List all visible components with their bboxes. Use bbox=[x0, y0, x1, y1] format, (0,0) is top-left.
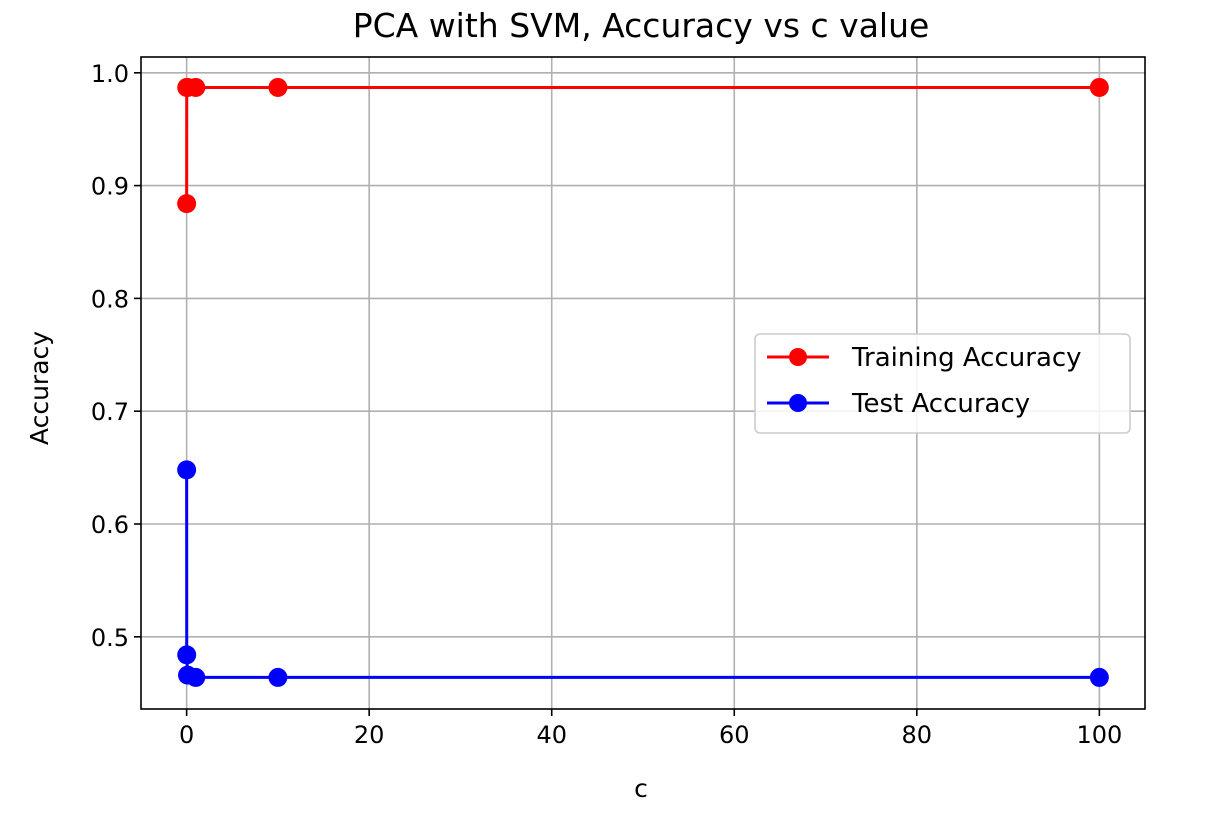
x-tick-label: 80 bbox=[902, 721, 933, 749]
series-0 bbox=[177, 77, 1109, 214]
legend-marker-test bbox=[789, 394, 807, 412]
data-point bbox=[186, 77, 206, 97]
x-tick-label: 40 bbox=[536, 721, 567, 749]
data-point bbox=[177, 194, 197, 214]
y-tick-label: 0.6 bbox=[91, 511, 129, 539]
series-layer bbox=[177, 77, 1109, 687]
data-point bbox=[268, 77, 288, 97]
data-point bbox=[1089, 77, 1109, 97]
y-tick-label: 0.9 bbox=[91, 173, 129, 201]
plot-frame bbox=[140, 56, 1146, 710]
x-tick-label: 100 bbox=[1076, 721, 1122, 749]
x-tick-label: 0 bbox=[179, 721, 194, 749]
tick-layer: 0 20 40 60 80 100 0.5 0.6 0.7 0.8 0.9 1.0 bbox=[91, 60, 1122, 749]
legend-label-training: Training Accuracy bbox=[851, 343, 1082, 373]
data-point bbox=[186, 667, 206, 687]
data-point bbox=[268, 667, 288, 687]
x-tick-label: 20 bbox=[354, 721, 385, 749]
y-tick-label: 0.8 bbox=[91, 285, 129, 313]
chart-title: PCA with SVM, Accuracy vs c value bbox=[353, 6, 930, 45]
y-tick-label: 1.0 bbox=[91, 60, 129, 88]
series-line bbox=[185, 469, 1100, 679]
legend-marker-training bbox=[789, 348, 807, 366]
legend-box bbox=[754, 333, 1131, 434]
data-point bbox=[1089, 667, 1109, 687]
data-point bbox=[177, 460, 197, 480]
x-tick-label: 60 bbox=[719, 721, 750, 749]
series-1 bbox=[177, 460, 1109, 687]
y-axis-label: Accuracy bbox=[25, 331, 54, 445]
y-tick-label: 0.5 bbox=[91, 624, 129, 652]
y-tick-label: 0.7 bbox=[91, 398, 129, 426]
legend: Training Accuracy Test Accuracy bbox=[754, 333, 1131, 434]
legend-label-test: Test Accuracy bbox=[851, 389, 1030, 419]
x-axis-label: c bbox=[634, 774, 648, 803]
data-point bbox=[177, 645, 197, 665]
